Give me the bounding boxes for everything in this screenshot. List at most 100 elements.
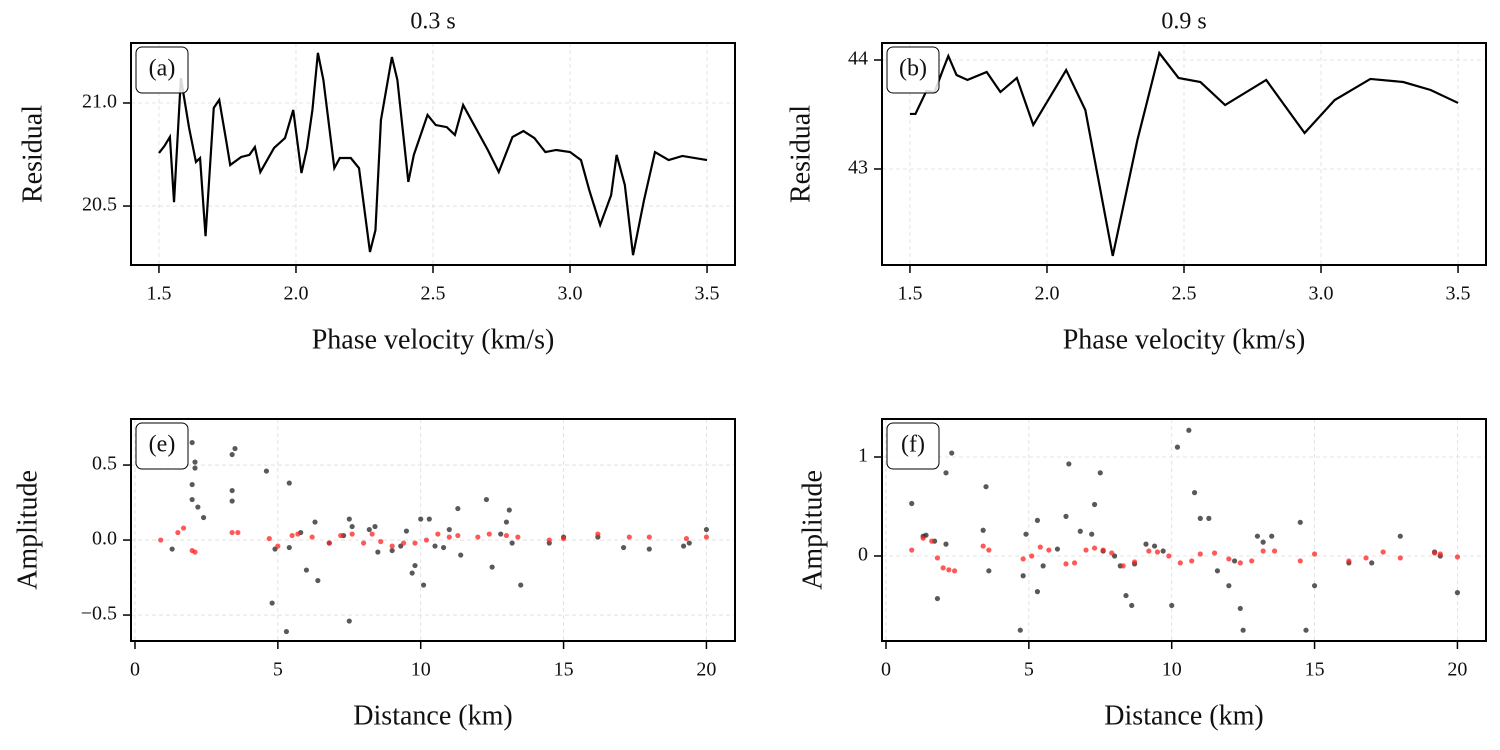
point	[389, 547, 395, 554]
point	[983, 484, 989, 490]
point	[338, 532, 344, 539]
point	[1109, 550, 1115, 556]
subplot: 0 5 10 15 20 0 1 (f) Distance (km) Amplitude	[797, 418, 1487, 731]
x-tick-label: 10	[1162, 659, 1182, 681]
y-tick-label: 0.0	[92, 528, 117, 550]
point	[1146, 548, 1152, 554]
point	[189, 439, 195, 446]
point	[303, 567, 310, 573]
point	[1151, 543, 1158, 549]
point	[1040, 563, 1046, 569]
point	[1034, 589, 1041, 595]
point	[1189, 558, 1195, 564]
point	[1174, 444, 1181, 450]
point	[1177, 560, 1183, 566]
point	[1369, 560, 1375, 566]
x-tick-label: 20	[696, 659, 716, 681]
point	[435, 531, 441, 537]
point	[1023, 531, 1029, 537]
point	[503, 532, 510, 539]
point	[175, 529, 181, 536]
panel-label: (a)	[149, 56, 176, 82]
point	[509, 540, 515, 546]
point	[326, 540, 332, 546]
point	[1260, 539, 1266, 545]
point	[1091, 501, 1098, 508]
point	[189, 481, 195, 488]
chart-title: 0.9 s	[1161, 9, 1206, 35]
x-tick-label: 1.5	[897, 283, 922, 305]
point	[232, 445, 238, 452]
point	[1197, 515, 1203, 521]
x-tick-label: 0	[130, 659, 140, 681]
point	[426, 516, 432, 522]
annotation-box	[135, 422, 189, 470]
point	[266, 535, 272, 542]
x-tick-label: 2.5	[1172, 283, 1197, 305]
point	[1297, 558, 1303, 564]
point	[1237, 560, 1243, 566]
point	[1303, 627, 1309, 633]
point	[440, 544, 447, 551]
point	[909, 500, 915, 507]
point	[1186, 427, 1192, 433]
point	[1226, 556, 1232, 562]
x-tick-label: 3.0	[1309, 283, 1334, 305]
x-tick-label: 15	[554, 659, 574, 681]
point	[546, 537, 552, 543]
point	[412, 540, 418, 546]
point	[400, 540, 407, 546]
annotation-box	[886, 46, 940, 94]
point	[1254, 533, 1261, 539]
point	[1160, 548, 1166, 554]
point	[418, 516, 424, 522]
point	[486, 531, 492, 537]
point	[1226, 583, 1232, 589]
point	[1020, 573, 1026, 579]
point	[980, 527, 986, 533]
point	[1063, 561, 1069, 567]
point	[1431, 550, 1438, 556]
point	[1091, 545, 1098, 551]
point	[229, 451, 235, 458]
point	[283, 628, 290, 635]
point	[951, 568, 958, 574]
point	[946, 567, 952, 573]
point	[498, 531, 504, 537]
line	[909, 50, 1459, 257]
point	[595, 531, 601, 537]
y-tick-label: 20.5	[82, 194, 117, 216]
x-tick-label: 0	[881, 659, 891, 681]
point	[312, 519, 318, 525]
x-tick-label: 2.0	[1034, 283, 1059, 305]
point	[229, 487, 235, 494]
point	[909, 547, 915, 553]
point	[646, 534, 652, 540]
x-tick-label: 15	[1305, 659, 1325, 681]
subplot: 0 5 10 15 20 −0.5 0.0 0.5 (e) Distance (km) Amplit…	[12, 418, 736, 731]
point	[1083, 547, 1089, 553]
annotation-box	[886, 422, 940, 470]
point	[389, 543, 395, 549]
x-tick-label: 3.0	[558, 283, 583, 305]
point	[432, 543, 438, 549]
x-tick-label: 5	[273, 659, 283, 681]
point	[1297, 519, 1303, 525]
point	[560, 535, 567, 542]
point	[1397, 555, 1403, 561]
point	[295, 531, 301, 537]
point	[489, 564, 495, 570]
x-tick-label: 3.5	[695, 283, 720, 305]
point	[518, 582, 524, 588]
point	[169, 546, 175, 552]
point	[980, 543, 986, 549]
panel-label: (e)	[149, 432, 176, 458]
point	[229, 498, 235, 504]
point	[366, 526, 372, 533]
y-axis-label: Residual	[785, 105, 816, 203]
point	[1154, 549, 1161, 555]
point	[1097, 470, 1103, 476]
point	[1131, 559, 1138, 565]
point	[378, 538, 384, 545]
point	[1311, 583, 1318, 589]
